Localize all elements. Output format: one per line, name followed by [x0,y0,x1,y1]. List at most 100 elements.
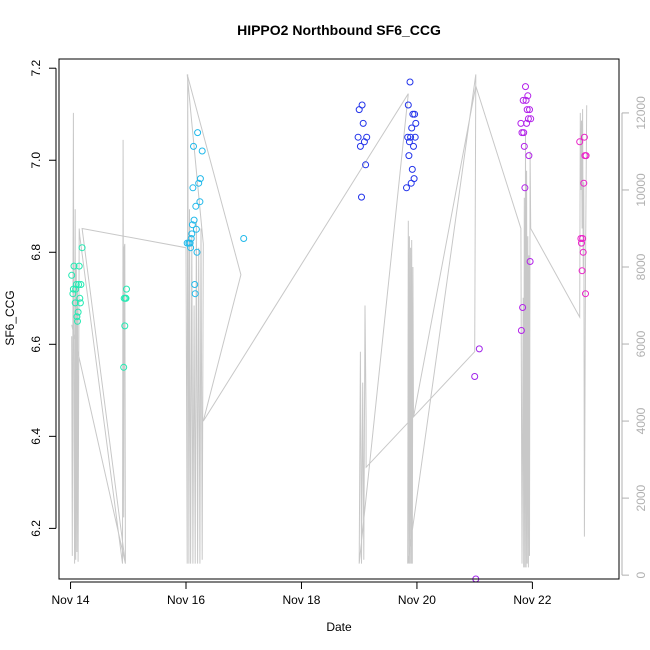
data-point [405,138,413,146]
data-point [194,129,202,137]
x-tick-label: Nov 20 [398,593,436,607]
altitude-series [71,74,588,568]
plot-frame [58,58,620,580]
data-point [522,83,529,91]
y-tick-label: 6.2 [29,520,43,537]
data-point [524,92,532,100]
data-point [196,198,204,206]
data-point [195,179,203,187]
data-point [520,129,528,137]
altitude-line [71,74,588,568]
data-point [582,290,589,298]
data-point [411,133,419,141]
data-point [405,152,413,160]
y2-tick-label: 12000 [634,96,648,130]
data-point [187,244,195,252]
data-point [74,317,81,325]
y-axis-label: SF6_CCG [3,290,17,345]
data-point [76,299,84,307]
data-point [188,230,196,238]
data-point [186,239,194,247]
data-point [362,161,370,169]
data-point [410,175,418,183]
data-point [519,304,527,311]
data-point [77,281,85,288]
y2-tick-label: 8000 [634,253,648,280]
data-point [526,106,533,114]
data-point [192,225,200,233]
data-point [193,248,201,256]
data-point [578,267,586,275]
data-point [408,124,416,132]
data-point [70,262,78,270]
data-point [580,133,588,141]
data-point [359,119,367,127]
data-point [189,184,197,192]
data-point [579,248,587,256]
data-point [579,235,587,242]
y2-tick-label: 4000 [634,407,648,434]
data-point [190,216,198,224]
data-point [523,106,531,114]
data-point [582,152,590,160]
data-point [408,165,416,173]
data-point [523,119,531,127]
data-point [74,308,82,316]
data-point [121,322,129,330]
data-point [358,193,365,201]
data-point [527,115,535,123]
y2-tick-label: 6000 [634,330,648,357]
x-tick-label: Nov 22 [513,593,551,607]
data-point [187,235,195,242]
data-point [68,271,76,279]
data-point [522,96,530,104]
data-point [120,363,128,371]
y-tick-label: 7.2 [29,60,43,77]
data-point [191,290,199,298]
data-point [407,133,415,141]
data-point [71,299,79,307]
data-point [517,327,525,334]
data-point [576,138,584,146]
data-point [404,101,412,109]
data-point [191,281,199,288]
data-point [404,133,412,141]
data-point [188,221,196,229]
data-point [240,235,248,242]
x-tick-label: Nov 18 [282,593,320,607]
y2-tick-label: 10000 [634,173,648,207]
data-point [72,281,80,288]
data-point [190,142,197,150]
data-point [471,373,479,380]
y-tick-label: 6.6 [29,336,43,353]
data-point [196,175,204,183]
data-point [406,78,414,86]
data-point [198,147,206,155]
axes: Nov 14 Nov 16 Nov 18 Nov 20 Nov 22 6.2 6.4 6.6 6… [29,60,648,607]
y-tick-label: 6.4 [29,428,43,445]
data-point [520,142,528,150]
data-point [526,258,534,265]
chart-title: HIPPO2 Northbound SF6_CCG [237,22,441,38]
data-point [122,294,130,302]
data-point [475,345,483,353]
data-point [580,179,588,187]
data-point [578,239,585,247]
x-tick-label: Nov 16 [167,593,205,607]
data-point [524,115,532,123]
data-point [76,294,84,302]
data-point [75,281,83,288]
x-axis-label: Date [326,620,352,634]
data-point [73,313,81,321]
data-point [354,133,362,141]
y-tick-label: 7.0 [29,152,43,169]
x-tick-label: Nov 14 [52,593,90,607]
data-point [78,244,86,252]
y-tick-label: 6.8 [29,244,43,261]
data-point [411,110,419,118]
data-point [525,152,533,160]
data-point [363,133,371,141]
data-point [521,184,529,192]
